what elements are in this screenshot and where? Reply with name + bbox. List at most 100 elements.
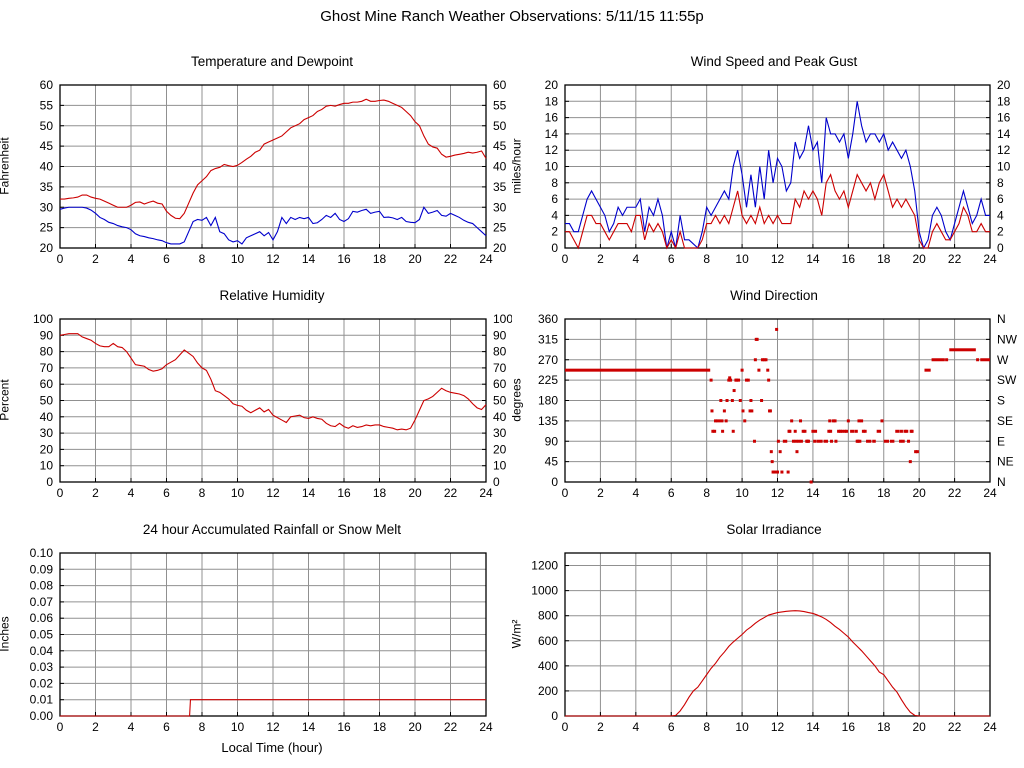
y-tick-label: 20 [40,241,54,255]
x-tick-label: 0 [57,252,64,266]
y-tick-label-right: 14 [997,127,1011,141]
wind-direction-point [764,358,768,362]
x-tick-label: 6 [668,720,675,734]
x-tick-label: 2 [597,486,604,500]
chart-title: 24 hour Accumulated Rainfall or Snow Mel… [142,522,402,537]
x-tick-label: 6 [163,720,170,734]
x-tick-label: 14 [302,486,316,500]
series-relative-humidity [59,333,487,431]
x-tick-label: 0 [57,486,64,500]
y-tick-label: 60 [40,377,54,391]
x-tick-label: 22 [444,486,458,500]
wind-direction-point [945,358,949,362]
y-tick-label-right: 60 [493,377,507,391]
wind-direction-run [949,348,976,352]
compass-tick-label: W [997,353,1009,367]
wind-direction-point [752,439,756,443]
wind-direction-point [762,358,766,362]
wind-direction-point [753,358,757,362]
y-tick-label: 20 [40,442,54,456]
compass-tick-label: SE [997,414,1013,428]
y-tick-label-right: 25 [493,221,507,235]
y-tick-label: 40 [40,160,54,174]
wind-direction-point [860,419,864,423]
wind-direction-point [899,429,903,433]
y-tick-label: 30 [40,200,54,214]
y-tick-label-right: 35 [493,180,507,194]
series-dewpoint [59,206,487,245]
wind-direction-point [799,439,803,443]
wind-direction-run [716,419,724,423]
x-tick-label: 8 [199,252,206,266]
y-tick-label-right: 0 [997,241,1004,255]
wind-direction-point [840,429,844,433]
wind-direction-point [750,409,754,413]
x-tick-label: 14 [806,720,820,734]
x-tick-label: 14 [302,252,316,266]
wind-direction-run [816,439,823,443]
wind-direction-point [728,376,732,380]
y-tick-label-right: 80 [493,345,507,359]
x-tick-label: 6 [163,486,170,500]
wind-direction-point [790,419,794,423]
wind-direction-point [845,429,849,433]
wind-direction-point [769,450,773,454]
x-tick-label: 0 [562,720,569,734]
wind-direction-point [803,429,807,433]
y-tick-label: 0.07 [30,595,54,609]
wind-direction-point [737,378,741,382]
wind-direction-point [746,378,750,382]
wind-direction-run [850,429,855,433]
y-tick-label: 35 [40,180,54,194]
y-tick-label-right: 50 [493,394,507,408]
y-tick-label: 0 [551,241,558,255]
wind-direction-point [738,399,742,402]
wind-direction-point [908,460,912,464]
page-title: Ghost Mine Ranch Weather Observations: 5… [320,8,704,25]
series-temperature [60,98,487,220]
wind-direction-point [709,378,713,382]
compass-tick-label: SW [997,373,1017,387]
x-tick-label: 0 [562,252,569,266]
wind-direction-point [838,429,842,433]
y-tick-label: 1000 [531,584,558,598]
x-tick-label: 12 [266,486,280,500]
x-tick-label: 24 [479,720,493,734]
wind-direction-point [755,337,759,341]
wind-direction-point [729,378,733,382]
wind-direction-point [776,439,780,443]
x-tick-label: 10 [231,720,245,734]
y-tick-label-right: 60 [493,78,507,92]
y-tick-label: 20 [545,78,559,92]
wind-direction-run [980,358,990,362]
wind-direction-point [830,439,834,443]
y-tick-label: 6 [551,192,558,206]
chart-title: Wind Direction [730,288,818,303]
y-tick-label: 18 [545,94,559,108]
wind-direction-point [721,429,725,433]
chart-wind-direction: Wind Direction degrees 0 2 4 6 8 10 12 14 16 18 20… [510,274,1024,509]
wind-direction-point [905,429,909,433]
wind-direction-point [725,399,729,402]
y-tick-label: 360 [538,312,558,326]
y-tick-label: 0.06 [30,611,54,625]
wind-direction-point [837,429,841,433]
solar-irradiance-plot: 0 2 4 6 8 10 12 14 16 18 20 22 240200400600800100012… [531,552,997,734]
x-tick-label: 4 [632,252,639,266]
x-tick-label: 6 [668,252,675,266]
wind-direction-point [766,368,770,372]
compass-tick-label: E [997,434,1005,448]
wind-direction-point [857,419,861,423]
wind-direction-point [731,429,735,433]
x-tick-label: 16 [337,720,351,734]
y-tick-label: 14 [545,127,559,141]
wind-direction-point [740,368,744,372]
x-tick-label: 20 [912,720,926,734]
y-tick-label-right: 90 [493,328,507,342]
wind-direction-point [710,409,714,413]
wind-direction-point [735,378,739,382]
x-tick-label: 2 [92,252,99,266]
wind-direction-point [833,419,837,423]
wind-direction-point [788,429,792,433]
